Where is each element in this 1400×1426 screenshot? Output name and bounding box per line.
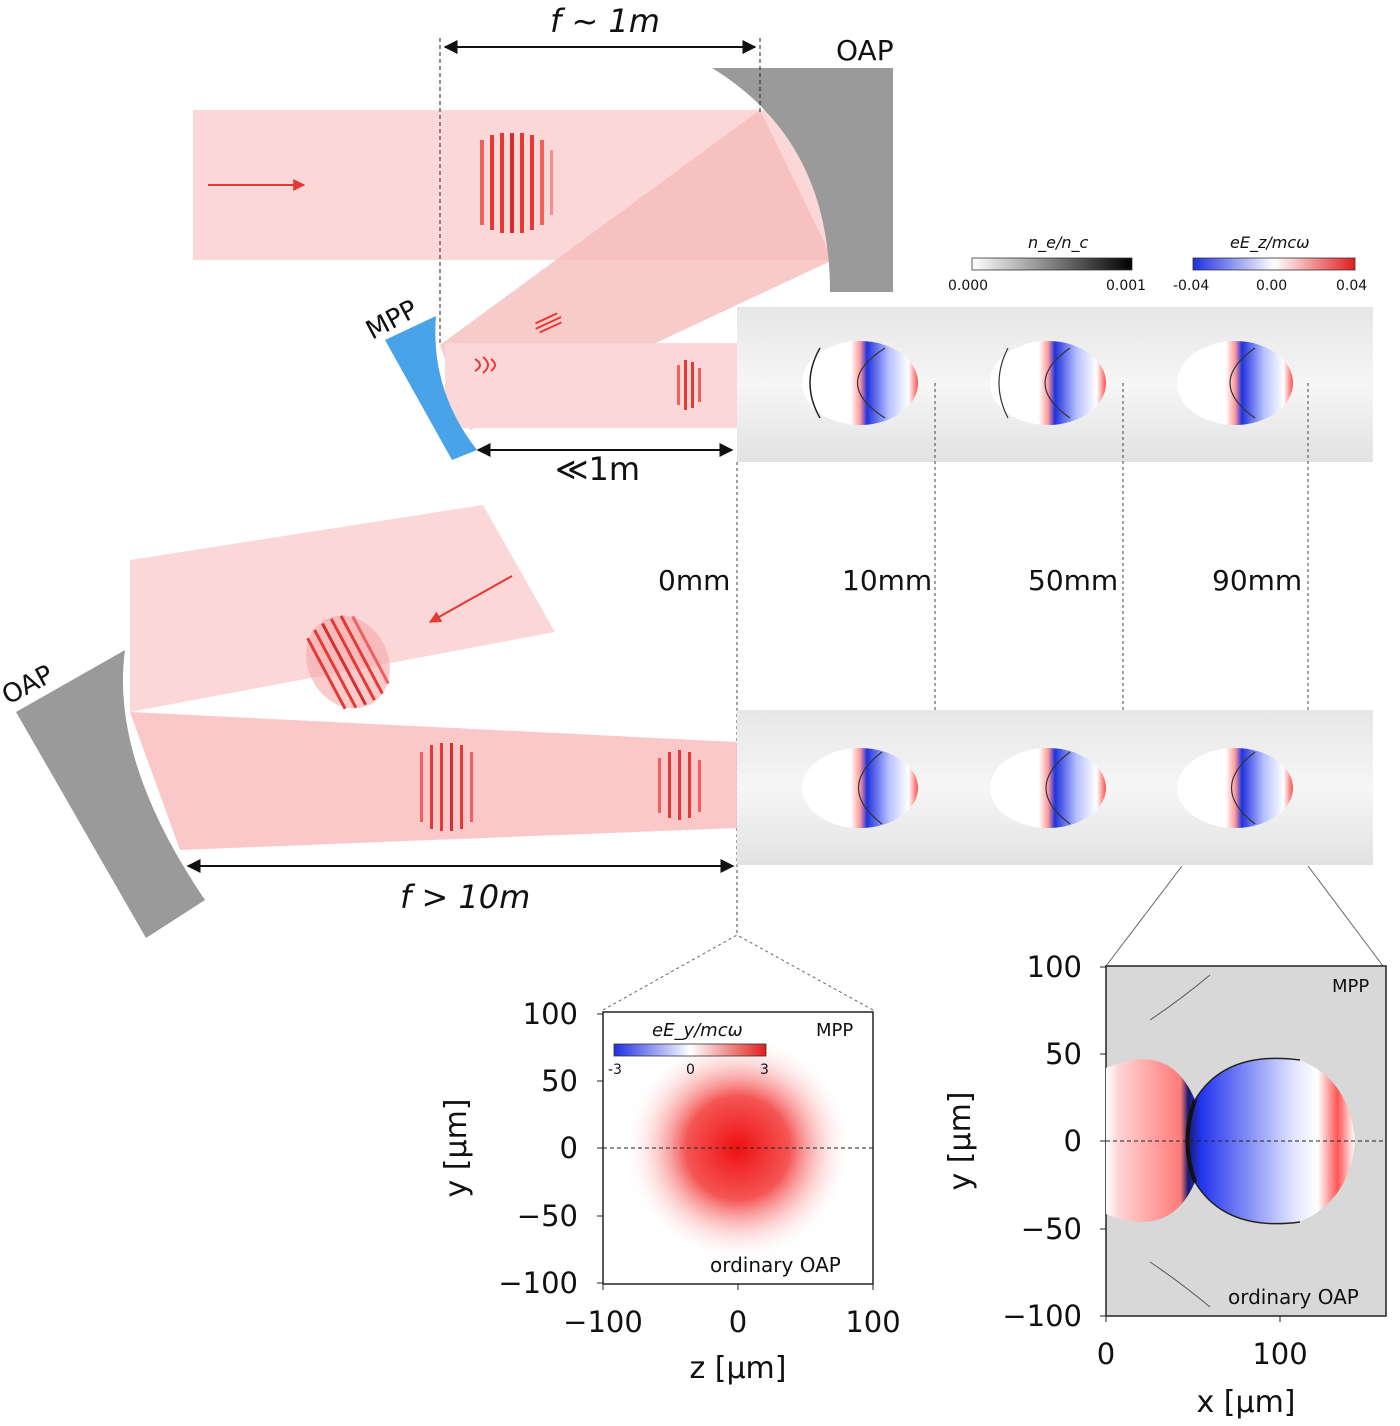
- svg-text:0: 0: [560, 1131, 578, 1165]
- svg-text:0.00: 0.00: [1256, 278, 1287, 294]
- svg-text:0: 0: [1097, 1337, 1115, 1371]
- svg-text:100: 100: [1252, 1337, 1307, 1371]
- laser-pulse-bottom-output: [658, 750, 701, 820]
- bottom-bubble-90mm: [1177, 748, 1293, 828]
- distance-label-90mm: 90mm: [1212, 564, 1302, 597]
- bottom-oap-mirror: [16, 650, 205, 938]
- bottom-bubble-10mm: [802, 748, 918, 828]
- svg-text:100: 100: [523, 997, 578, 1031]
- mpp-mirror: [385, 316, 477, 460]
- svg-text:50: 50: [1045, 1037, 1082, 1071]
- field-colorbar-inset: eE_y/mcω -3 0 3: [608, 1020, 769, 1078]
- zoom-lines-left: [602, 934, 874, 1011]
- svg-text:−50: −50: [517, 1199, 578, 1233]
- bottom-incoming-arrow: [428, 575, 513, 623]
- density-colorbar: n_e/n_c 0.000 0.001: [948, 233, 1146, 294]
- short-distance-label: ≪1m: [555, 450, 640, 488]
- distance-label-50mm: 50mm: [1028, 564, 1118, 597]
- svg-text:−100: −100: [563, 1305, 643, 1339]
- laser-pulse-incoming: [480, 133, 553, 233]
- bottom-focal-label: f > 10m: [400, 878, 530, 916]
- top-beam-group: [193, 110, 833, 430]
- svg-text:0.001: 0.001: [1106, 278, 1146, 294]
- svg-text:−50: −50: [1021, 1212, 1082, 1246]
- bottom-reflected-beam: [130, 712, 737, 850]
- top-oap-mirror: [712, 68, 893, 292]
- svg-text:z [μm]: z [μm]: [689, 1351, 786, 1386]
- bottom-channel-strip: [737, 710, 1373, 865]
- wake-bubble: [1106, 1058, 1355, 1224]
- field-colorbar-top: eE_z/mcω -0.04 0.00 0.04: [1173, 233, 1367, 294]
- top-channel-strip: [737, 307, 1373, 462]
- inset-right: MPP ordinary OAP 100 50 0 −50 −100 0 100…: [943, 950, 1387, 1420]
- svg-text:x [μm]: x [μm]: [1196, 1385, 1295, 1420]
- svg-text:MPP: MPP: [816, 1020, 853, 1041]
- svg-text:-3: -3: [608, 1062, 622, 1078]
- laser-pulse-output: [677, 360, 701, 410]
- laser-pulse-converging: [535, 312, 562, 334]
- distance-label-0mm: 0mm: [658, 564, 730, 597]
- svg-text:100: 100: [845, 1305, 900, 1339]
- zoom-lines-right: [1105, 865, 1183, 967]
- zoom-lines-right-2: [1307, 865, 1384, 967]
- inset-left: eE_y/mcω -3 0 3 MPP ordinary OAP 100 50 …: [439, 997, 901, 1386]
- top-focal-label: f ~ 1m: [550, 2, 660, 40]
- top-bubble-50mm: [990, 341, 1106, 425]
- laser-pulse-bottom-incoming: [306, 615, 390, 710]
- svg-text:y [μm]: y [μm]: [943, 1091, 978, 1190]
- distance-label-10mm: 10mm: [842, 564, 932, 597]
- laser-pulse-near-mpp: [474, 356, 496, 374]
- laser-pulse-bottom-mid: [420, 743, 473, 831]
- svg-text:n_e/n_c: n_e/n_c: [1028, 233, 1089, 253]
- bottom-bubble-50mm: [990, 748, 1106, 828]
- bottom-incoming-beam: [130, 505, 555, 712]
- svg-text:-0.04: -0.04: [1173, 278, 1209, 294]
- svg-text:100: 100: [1027, 950, 1082, 984]
- svg-text:3: 3: [760, 1062, 769, 1078]
- svg-text:0: 0: [686, 1062, 695, 1078]
- svg-text:−100: −100: [1002, 1299, 1082, 1333]
- svg-text:ordinary OAP: ordinary OAP: [710, 1253, 841, 1277]
- svg-text:0.000: 0.000: [948, 278, 988, 294]
- svg-text:0: 0: [729, 1305, 747, 1339]
- bottom-beam-group: [130, 505, 737, 850]
- top-bubble-10mm: [802, 341, 918, 425]
- svg-text:0.04: 0.04: [1336, 278, 1367, 294]
- svg-text:ordinary OAP: ordinary OAP: [1228, 1285, 1359, 1309]
- svg-text:y [μm]: y [μm]: [439, 1098, 474, 1197]
- top-bubble-90mm: [1177, 341, 1293, 425]
- mpp-output-beam: [445, 343, 737, 428]
- svg-text:MPP: MPP: [1332, 976, 1369, 997]
- top-oap-label: OAP: [836, 34, 894, 67]
- svg-text:eE_z/mcω: eE_z/mcω: [1230, 233, 1310, 253]
- svg-text:−100: −100: [498, 1266, 578, 1300]
- svg-text:50: 50: [541, 1064, 578, 1098]
- svg-text:eE_y/mcω: eE_y/mcω: [652, 1020, 743, 1041]
- svg-text:0: 0: [1064, 1124, 1082, 1158]
